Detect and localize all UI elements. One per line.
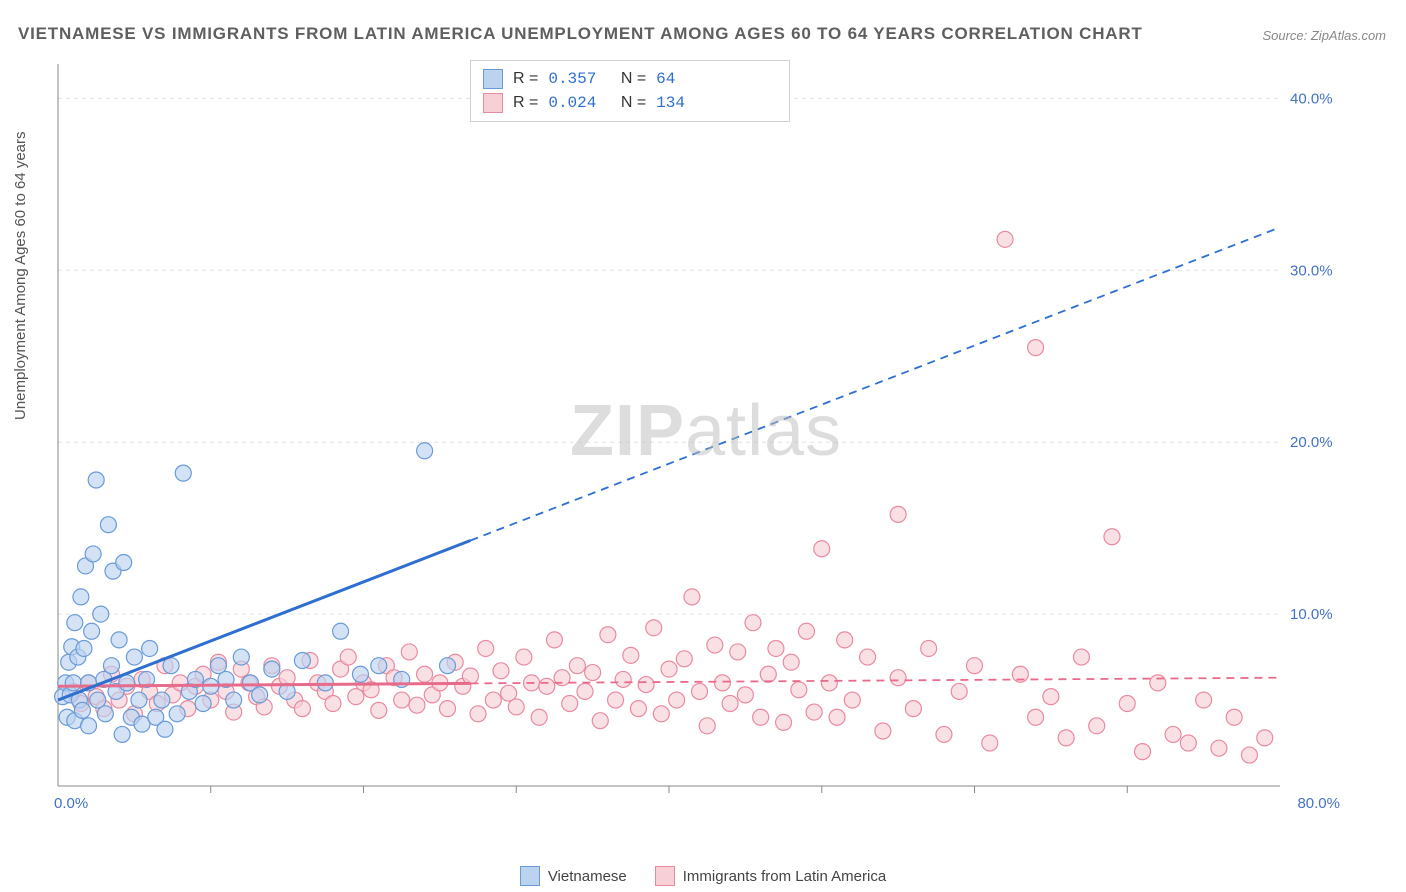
swatch-vietnamese-btm: [520, 866, 540, 886]
swatch-latin: [483, 93, 503, 113]
stats-row-latin: R = 0.024 N = 134: [483, 91, 777, 115]
y-axis-label: Unemployment Among Ages 60 to 64 years: [12, 131, 29, 420]
stats-n-vietnamese: 64: [656, 67, 675, 91]
bottom-legend: Vietnamese Immigrants from Latin America: [0, 866, 1406, 886]
stats-r-label-2: R =: [513, 91, 538, 115]
svg-text:30.0%: 30.0%: [1290, 262, 1333, 279]
svg-text:40.0%: 40.0%: [1290, 90, 1333, 107]
swatch-vietnamese: [483, 69, 503, 89]
stats-r-vietnamese: 0.357: [548, 67, 596, 91]
svg-text:10.0%: 10.0%: [1290, 606, 1333, 623]
stats-n-label: N =: [621, 67, 646, 91]
source-label: Source: ZipAtlas.com: [1262, 28, 1386, 43]
stats-r-label: R =: [513, 67, 538, 91]
stats-n-label-2: N =: [621, 91, 646, 115]
stats-r-latin: 0.024: [548, 91, 596, 115]
legend-item-latin: Immigrants from Latin America: [655, 866, 886, 886]
stats-legend: R = 0.357 N = 64 R = 0.024 N = 134: [470, 60, 790, 122]
legend-item-vietnamese: Vietnamese: [520, 866, 627, 886]
legend-label-latin: Immigrants from Latin America: [683, 868, 886, 885]
svg-text:0.0%: 0.0%: [54, 795, 88, 812]
plot-area: 10.0% 20.0% 30.0% 40.0% 0.0% 80.0%: [50, 56, 1350, 816]
svg-text:80.0%: 80.0%: [1297, 795, 1340, 812]
stats-n-latin: 134: [656, 91, 685, 115]
svg-text:20.0%: 20.0%: [1290, 434, 1333, 451]
legend-label-vietnamese: Vietnamese: [548, 868, 627, 885]
scatter-svg: 10.0% 20.0% 30.0% 40.0% 0.0% 80.0%: [50, 56, 1350, 816]
stats-row-vietnamese: R = 0.357 N = 64: [483, 67, 777, 91]
chart-title: VIETNAMESE VS IMMIGRANTS FROM LATIN AMER…: [18, 24, 1143, 44]
swatch-latin-btm: [655, 866, 675, 886]
